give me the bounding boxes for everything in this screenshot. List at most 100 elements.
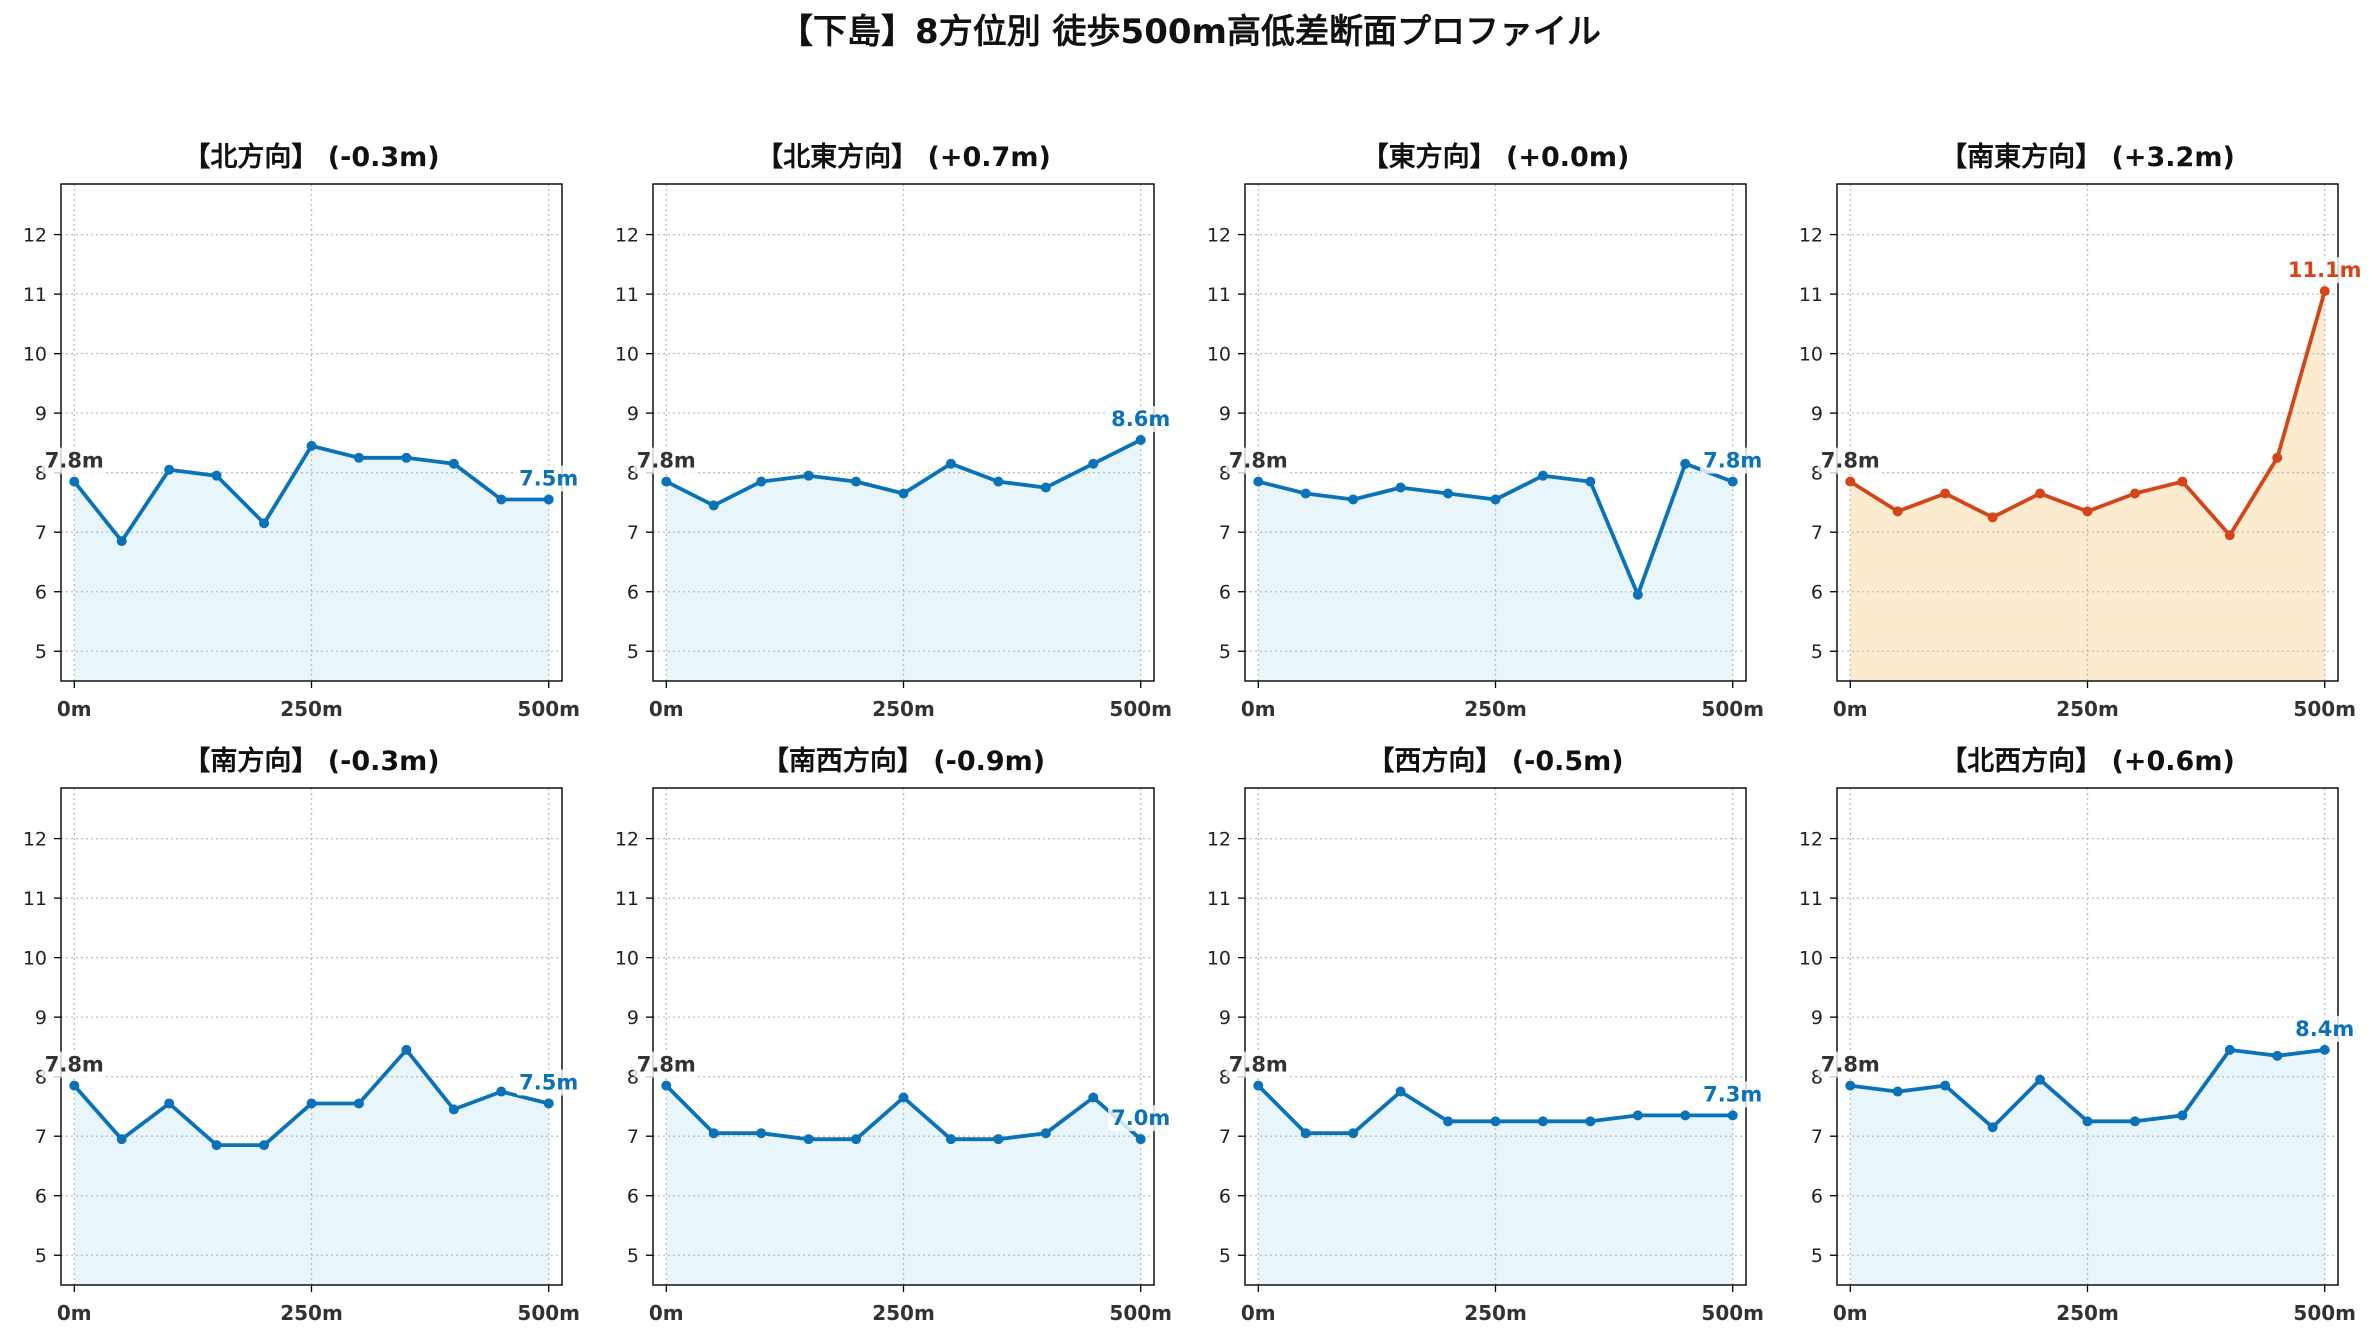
data-point — [543, 494, 554, 505]
annotation-label: 7.8m — [637, 449, 696, 473]
data-point — [1987, 512, 1998, 523]
data-point — [1632, 589, 1643, 600]
y-tick-label: 12 — [1799, 225, 1823, 247]
x-tick-label: 250m — [1464, 1301, 1527, 1325]
data-point — [1727, 1110, 1738, 1121]
data-point — [1845, 476, 1856, 487]
data-point — [1680, 1110, 1691, 1121]
y-tick-label: 10 — [1799, 948, 1823, 970]
y-tick-label: 10 — [615, 948, 639, 970]
data-point — [756, 476, 767, 487]
y-tick-label: 10 — [1799, 344, 1823, 366]
y-tick-label: 11 — [23, 284, 47, 306]
data-point — [708, 1128, 719, 1139]
y-tick-label: 10 — [1207, 948, 1231, 970]
subplot-title: 【東方向】 (+0.0m) — [1362, 141, 1630, 173]
data-point — [1253, 476, 1264, 487]
y-tick-label: 6 — [1811, 1186, 1823, 1208]
x-tick-label: 250m — [2056, 1301, 2119, 1325]
data-point — [2129, 488, 2140, 499]
y-tick-label: 9 — [1219, 1007, 1231, 1029]
y-tick-label: 7 — [1219, 1126, 1231, 1148]
data-point — [1135, 1134, 1146, 1145]
annotation-background — [1108, 405, 1174, 432]
data-point — [1585, 1116, 1596, 1127]
x-tick-label: 500m — [1701, 1301, 1764, 1325]
y-tick-label: 6 — [35, 1186, 47, 1208]
annotation-label: 7.8m — [1821, 1053, 1880, 1077]
y-tick-label: 9 — [1811, 1007, 1823, 1029]
annotation-label: 7.8m — [1821, 449, 1880, 473]
x-tick-label: 0m — [57, 697, 92, 721]
x-tick-label: 0m — [649, 1301, 684, 1325]
subplot-title: 【北方向】 (-0.3m) — [183, 141, 439, 173]
data-point — [2035, 1074, 2046, 1085]
data-point — [1845, 1080, 1856, 1091]
subplot-title: 【南東方向】 (+3.2m) — [1940, 141, 2235, 173]
y-tick-label: 5 — [35, 1245, 47, 1267]
x-tick-label: 500m — [1109, 697, 1172, 721]
data-point — [306, 1098, 317, 1109]
annotation-background — [2284, 257, 2365, 284]
annotation-background — [1817, 1051, 1883, 1078]
annotation-background — [633, 1051, 699, 1078]
annotation-background — [1108, 1105, 1174, 1132]
data-point — [851, 1134, 862, 1145]
y-tick-label: 6 — [627, 582, 639, 604]
data-point — [1348, 1128, 1359, 1139]
y-tick-label: 5 — [35, 641, 47, 663]
annotation-background — [2292, 1015, 2358, 1042]
x-tick-label: 500m — [1701, 697, 1764, 721]
data-point — [1300, 488, 1311, 499]
x-tick-label: 0m — [649, 697, 684, 721]
annotation-label: 8.4m — [2295, 1017, 2354, 1041]
data-point — [661, 476, 672, 487]
x-tick-label: 250m — [872, 697, 935, 721]
data-point — [1088, 1092, 1099, 1103]
data-point — [2224, 1044, 2235, 1055]
data-point — [2082, 506, 2093, 517]
data-point — [1632, 1110, 1643, 1121]
data-point — [2319, 286, 2330, 297]
data-point — [2177, 1110, 2188, 1121]
y-tick-label: 11 — [1799, 284, 1823, 306]
y-tick-label: 11 — [23, 888, 47, 910]
data-point — [945, 458, 956, 469]
subplot-title: 【南方向】 (-0.3m) — [183, 745, 439, 777]
data-point — [2272, 1050, 2283, 1061]
data-point — [1348, 494, 1359, 505]
y-tick-label: 12 — [615, 829, 639, 851]
area-fill — [1258, 1085, 1733, 1285]
data-point — [1940, 488, 1951, 499]
y-tick-label: 11 — [1799, 888, 1823, 910]
data-point — [945, 1134, 956, 1145]
x-tick-label: 0m — [1241, 1301, 1276, 1325]
data-point — [353, 452, 364, 463]
x-tick-label: 500m — [517, 697, 580, 721]
data-point — [1490, 494, 1501, 505]
data-point — [353, 1098, 364, 1109]
data-point — [993, 476, 1004, 487]
data-point — [1585, 476, 1596, 487]
y-tick-label: 9 — [35, 1007, 47, 1029]
annotation-label: 11.1m — [2288, 258, 2362, 282]
y-tick-label: 6 — [1219, 582, 1231, 604]
x-tick-label: 250m — [280, 1301, 343, 1325]
y-tick-label: 6 — [627, 1186, 639, 1208]
data-point — [401, 1044, 412, 1055]
data-point — [1987, 1122, 1998, 1133]
y-tick-label: 11 — [1207, 888, 1231, 910]
x-tick-label: 500m — [1109, 1301, 1172, 1325]
annotation-background — [1225, 447, 1291, 474]
x-tick-label: 0m — [57, 1301, 92, 1325]
annotation-background — [1817, 447, 1883, 474]
data-point — [164, 464, 175, 475]
y-tick-label: 6 — [1219, 1186, 1231, 1208]
subplot-title: 【南西方向】 (-0.9m) — [762, 745, 1045, 777]
data-point — [708, 500, 719, 511]
data-point — [69, 1080, 80, 1091]
data-point — [803, 1134, 814, 1145]
data-point — [164, 1098, 175, 1109]
